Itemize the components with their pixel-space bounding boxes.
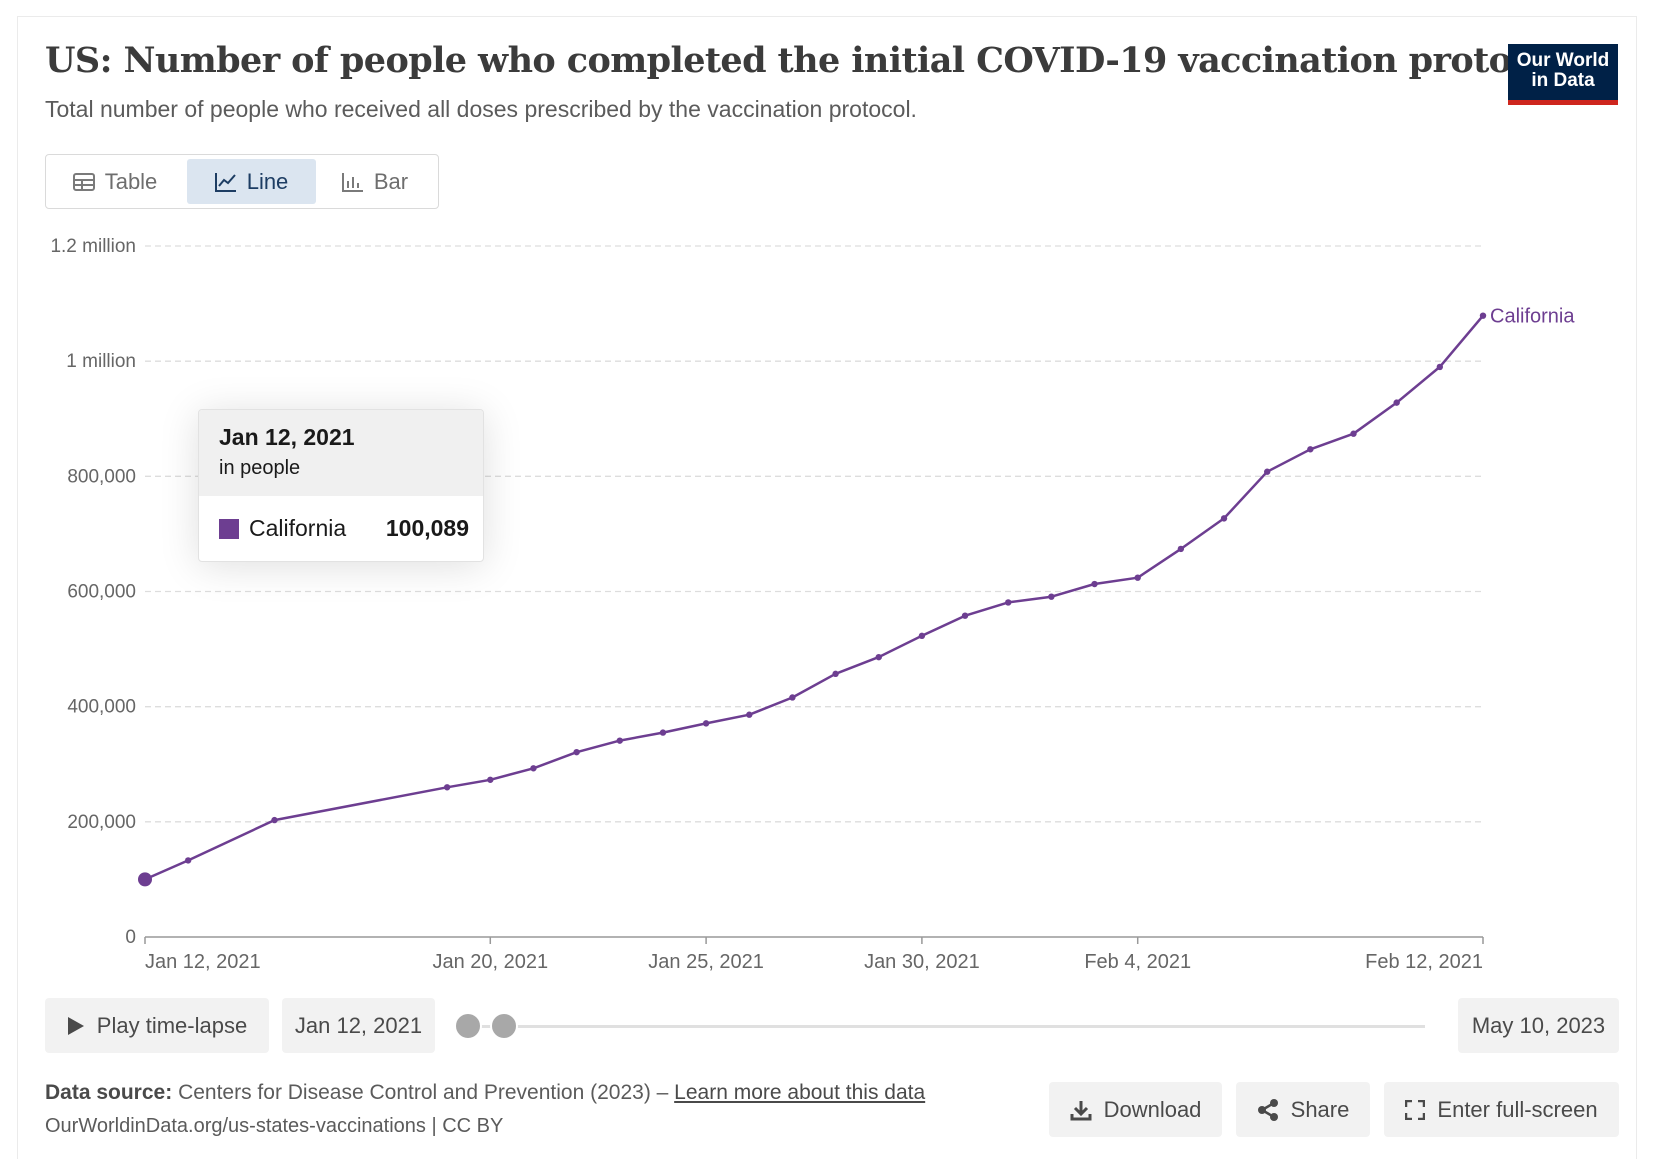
- data-point: [1393, 399, 1400, 406]
- tooltip-value: 100,089: [385, 515, 469, 541]
- timeline-end-date[interactable]: May 10, 2023: [1458, 998, 1619, 1053]
- data-point: [659, 729, 667, 736]
- data-point: [1048, 593, 1055, 600]
- x-tick-label: Jan 12, 2021: [145, 951, 261, 973]
- data-point: [271, 816, 278, 824]
- y-tick-label: 400,000: [67, 697, 136, 718]
- data-point: [961, 612, 969, 619]
- view-tabs: Table Line Bar: [45, 154, 439, 209]
- data-tooltip: Jan 12, 2021 in people California 100,08…: [198, 409, 484, 562]
- data-point: [1177, 545, 1185, 553]
- owid-logo[interactable]: Our World in Data: [1508, 44, 1618, 105]
- chart-subtitle: Total number of people who received all …: [45, 96, 917, 122]
- timeline-start-date[interactable]: Jan 12, 2021: [282, 998, 435, 1053]
- data-point: [875, 653, 882, 661]
- tab-bar[interactable]: Bar: [316, 159, 434, 204]
- series-label: California: [1490, 306, 1575, 328]
- data-source: Data source: Centers for Disease Control…: [45, 1081, 925, 1105]
- data-point: [702, 720, 710, 727]
- tab-line[interactable]: Line: [187, 159, 316, 204]
- x-tick-label: Feb 4, 2021: [1084, 951, 1191, 973]
- tab-line-label: Line: [246, 168, 289, 194]
- tooltip-date: Jan 12, 2021: [219, 424, 355, 450]
- chart-title: US: Number of people who completed the i…: [45, 40, 1568, 81]
- tab-table-label: Table: [104, 168, 158, 194]
- timeline-end-handle[interactable]: [490, 1012, 518, 1040]
- y-tick-label: 600,000: [67, 582, 136, 603]
- x-tick-label: Jan 30, 2021: [864, 951, 980, 973]
- tooltip-header: Jan 12, 2021 in people: [199, 410, 483, 496]
- share-button[interactable]: Share: [1236, 1082, 1370, 1137]
- y-tick-label: 200,000: [67, 812, 136, 833]
- source-text: Centers for Disease Control and Preventi…: [178, 1081, 669, 1104]
- data-point: [530, 765, 537, 772]
- data-point: [1134, 574, 1141, 581]
- tooltip-unit: in people: [219, 457, 301, 479]
- source-label: Data source:: [45, 1081, 173, 1104]
- x-tick-label: Feb 12, 2021: [1365, 951, 1483, 973]
- y-tick-label: 0: [125, 927, 136, 948]
- learn-more-link[interactable]: Learn more about this data: [674, 1081, 926, 1104]
- tab-table[interactable]: Table: [50, 159, 180, 204]
- logo-accent-bar: [1508, 100, 1618, 105]
- table-icon: [72, 172, 95, 191]
- data-point: [1479, 312, 1487, 319]
- y-tick-label: 1 million: [66, 351, 136, 372]
- data-point: [487, 776, 494, 783]
- logo-line2: in Data: [1531, 70, 1595, 91]
- data-point: [443, 784, 451, 791]
- data-point: [184, 857, 192, 864]
- timeline-start-handle[interactable]: [454, 1012, 482, 1040]
- data-point: [1436, 363, 1444, 371]
- data-point: [1350, 430, 1357, 437]
- fullscreen-button[interactable]: Enter full-screen: [1384, 1082, 1619, 1137]
- fullscreen-label: Enter full-screen: [1437, 1096, 1598, 1122]
- bar-chart-icon: [341, 172, 363, 192]
- download-button[interactable]: Download: [1049, 1082, 1222, 1137]
- data-point: [1263, 468, 1271, 475]
- download-label: Download: [1103, 1096, 1202, 1122]
- data-point: [1220, 515, 1228, 522]
- y-tick-label: 1.2 million: [50, 236, 136, 257]
- data-point: [746, 711, 753, 718]
- tooltip-entity: California: [249, 515, 347, 541]
- share-icon: [1257, 1098, 1278, 1121]
- series-swatch: [219, 518, 239, 539]
- download-icon: [1070, 1100, 1092, 1120]
- share-label: Share: [1290, 1096, 1350, 1122]
- data-point: [918, 632, 926, 640]
- highlighted-point: [138, 872, 152, 887]
- x-tick-label: Jan 25, 2021: [648, 951, 764, 973]
- data-point: [573, 748, 580, 756]
- chart-url: OurWorldinData.org/us-states-vaccination…: [45, 1115, 504, 1137]
- data-point: [1005, 599, 1012, 606]
- play-icon: [67, 1016, 84, 1035]
- data-point: [1091, 580, 1098, 588]
- play-timelapse-button[interactable]: Play time-lapse: [45, 998, 269, 1053]
- tab-bar-label: Bar: [373, 168, 409, 194]
- data-point: [832, 670, 839, 678]
- data-point: [789, 694, 796, 701]
- line-chart-icon: [214, 172, 236, 192]
- data-point: [616, 737, 623, 744]
- x-tick-label: Jan 20, 2021: [432, 951, 548, 973]
- chart-frame: [17, 16, 1637, 1159]
- series-line: [144, 314, 1484, 881]
- y-tick-label: 800,000: [67, 466, 136, 487]
- logo-line1: Our World: [1516, 50, 1610, 71]
- fullscreen-icon: [1405, 1099, 1426, 1120]
- play-label: Play time-lapse: [96, 1012, 248, 1038]
- timeline-slider-track[interactable]: [470, 1025, 1425, 1028]
- data-point: [1307, 446, 1314, 453]
- tooltip-row: California 100,089: [219, 515, 469, 542]
